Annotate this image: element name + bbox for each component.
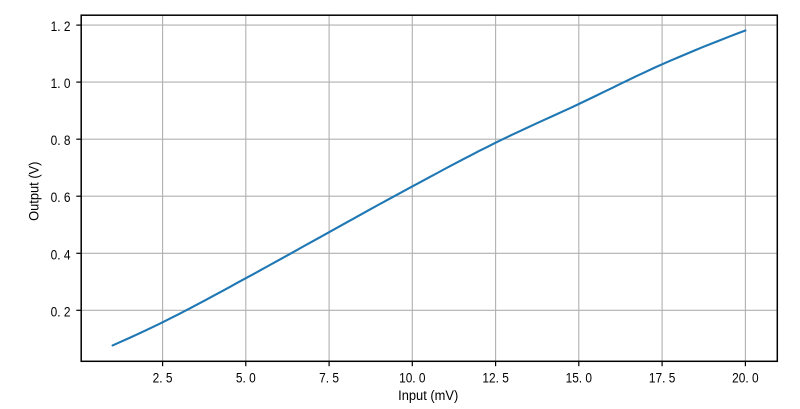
svg-text:0. 4: 0. 4 <box>51 246 71 262</box>
svg-text:12. 5: 12. 5 <box>482 370 508 386</box>
svg-text:7. 5: 7. 5 <box>319 370 339 386</box>
svg-text:20. 0: 20. 0 <box>732 370 758 386</box>
svg-text:17. 5: 17. 5 <box>649 370 675 386</box>
svg-text:0. 6: 0. 6 <box>51 189 71 205</box>
svg-text:1. 2: 1. 2 <box>51 18 71 34</box>
svg-text:5. 0: 5. 0 <box>236 370 256 386</box>
svg-text:2. 5: 2. 5 <box>153 370 173 386</box>
svg-text:0. 8: 0. 8 <box>51 132 71 148</box>
svg-text:0. 2: 0. 2 <box>51 303 71 319</box>
svg-text:15. 0: 15. 0 <box>566 370 592 386</box>
svg-text:Input (mV): Input (mV) <box>398 388 458 404</box>
svg-text:Output (V): Output (V) <box>26 162 42 221</box>
svg-text:10. 0: 10. 0 <box>399 370 425 386</box>
svg-text:1. 0: 1. 0 <box>51 75 71 91</box>
